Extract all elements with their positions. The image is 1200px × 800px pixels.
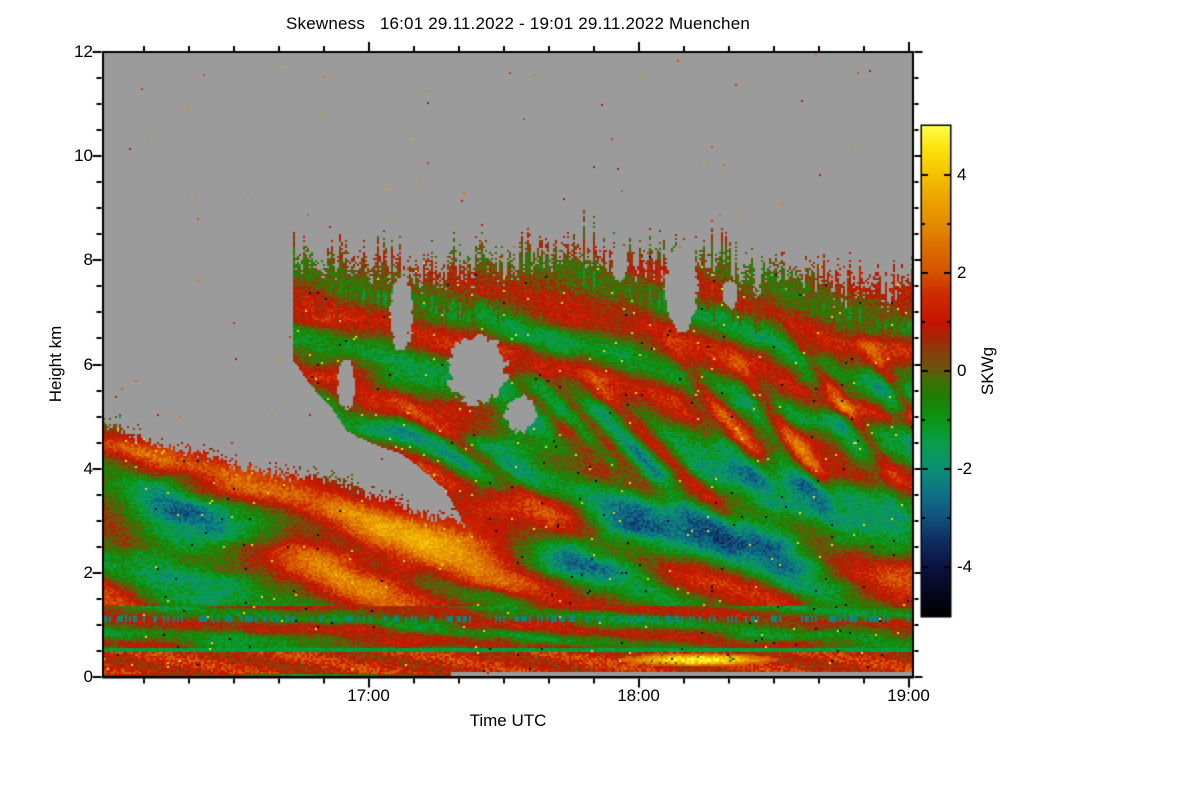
plot-title: Skewness 16:01 29.11.2022 - 19:01 29.11.… — [285, 14, 751, 33]
colorbar-label: SKWg — [978, 346, 997, 396]
y-tick-label: 10 — [74, 146, 93, 166]
colorbar-tick-label: 0 — [957, 361, 967, 380]
y-tick-label: 4 — [83, 458, 93, 478]
y-tick-label: 6 — [83, 354, 93, 374]
y-tick-label: 8 — [83, 250, 93, 270]
y-tick-label: 12 — [74, 42, 93, 61]
x-tick-label: 17:00 — [347, 686, 390, 705]
y-tick-label: 0 — [83, 667, 93, 686]
x-tick-label: 19:00 — [887, 686, 930, 705]
colorbar-tick-label: -4 — [957, 557, 973, 576]
colorbar-tick-label: 4 — [957, 165, 967, 184]
colorbar-tick-label: -2 — [957, 459, 973, 478]
x-tick-label: 18:00 — [617, 686, 660, 705]
colorbar-tick-label: 2 — [957, 263, 967, 282]
x-axis-label: Time UTC — [469, 711, 547, 730]
y-tick-label: 2 — [83, 562, 93, 582]
